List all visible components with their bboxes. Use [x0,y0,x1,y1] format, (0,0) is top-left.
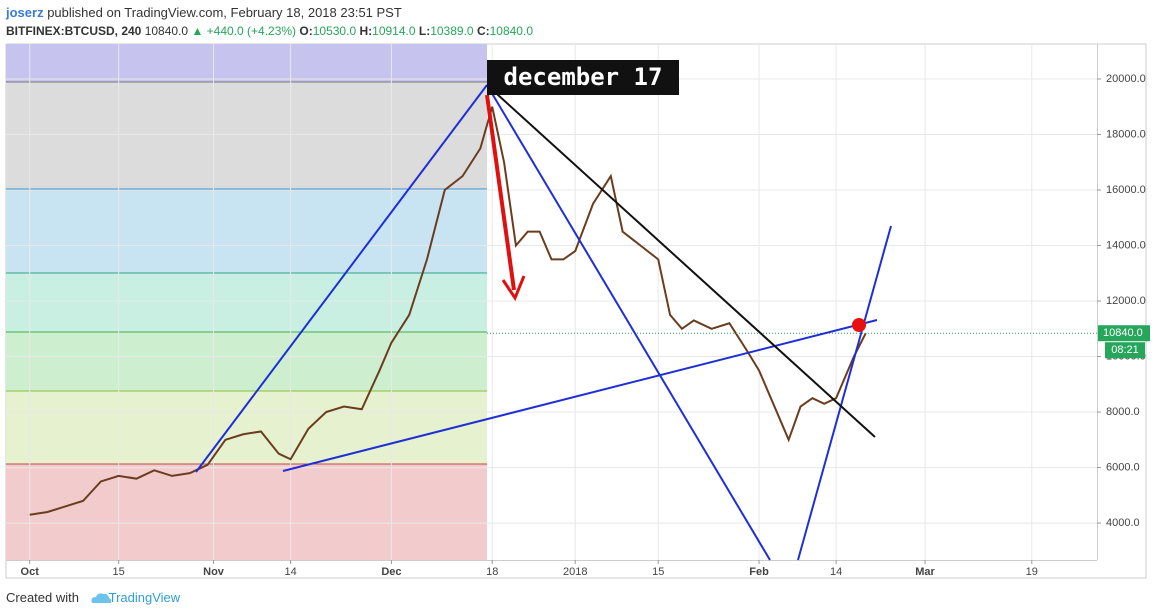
high-value: 10914.0 [372,24,416,38]
y-tick-label: 14000.0 [1106,239,1146,251]
trend-line [486,84,771,561]
annotation-box [487,60,679,95]
trend-line [486,84,876,438]
chart: december 17 4000.06000.08000.010000.0120… [5,43,1150,579]
open: O: [299,24,313,38]
arrow-head [501,275,526,302]
y-tick-label: 6000.0 [1106,461,1140,473]
drawings: december 17 [195,60,892,561]
open-value: 10530.0 [312,24,357,38]
fib-zone [6,273,487,332]
high: H: [359,24,373,38]
low-value: 10389.0 [430,24,474,38]
price-line [29,106,867,516]
trend-line [797,225,892,561]
y-tick-label: 18000.0 [1106,128,1146,140]
x-tick-label: Nov [203,566,225,578]
y-tick-label: 16000.0 [1106,184,1146,196]
price-label: 10840.0 [1103,327,1143,339]
grid [6,44,1097,560]
arrow [485,94,516,291]
published: published on TradingView.com, February 1… [47,5,402,20]
x-tick-label: Mar [915,566,935,578]
symbol-line: BITFINEX:BTCUSD, 240 10840.0 ▲ +440.0 (+… [6,22,533,41]
marker [852,318,866,332]
low: L: [418,24,431,38]
series [29,106,1097,516]
annotation: december 17 [504,63,663,91]
y-tick-label: 12000.0 [1106,295,1146,307]
symbol: BITFINEX:BTCUSD, 240 [6,24,142,38]
fib-zones [6,44,487,560]
y-tick-label: 4000.0 [1106,517,1140,529]
fib-zone [6,391,487,464]
user[interactable]: joserz [6,5,44,20]
axis-divider [6,560,1097,561]
last: 10840.0 [144,24,189,38]
footer: Created with TradingView [6,590,180,605]
axes: 4000.06000.08000.010000.012000.014000.01… [21,73,1150,578]
close-value: 10840.0 [489,24,533,38]
fib-zone [6,464,487,560]
header: joserz published on TradingView.com, Feb… [6,3,533,41]
fib-zone [6,44,487,82]
change: ▲ +440.0 (+4.23%) [191,24,297,38]
x-tick-label: 18 [486,566,498,578]
x-tick-label: 15 [652,566,664,578]
countdown: 08:21 [1111,344,1139,356]
fib-zone [6,82,487,189]
byline: joserz published on TradingView.com, Feb… [6,3,533,22]
y-tick-label: 8000.0 [1106,406,1140,418]
countdown-box [1105,342,1145,359]
logo [91,593,112,603]
x-tick-label: 14 [830,566,842,578]
created-with: Created with [6,590,79,605]
fib-zone [6,189,487,273]
x-tick-label: Feb [749,566,769,578]
trend-line [282,319,878,472]
y-tick-label: 20000.0 [1106,73,1146,85]
brand[interactable]: TradingView [108,590,181,605]
close: C: [476,24,490,38]
fib-zone [6,332,487,391]
x-tick-label: 2018 [563,566,587,578]
axis-divider [1097,44,1098,560]
x-tick-label: 14 [284,566,296,578]
price-box [1098,325,1150,342]
x-tick-label: 15 [113,566,125,578]
x-tick-label: Dec [381,566,401,578]
trend-line [195,84,488,473]
x-tick-label: Oct [21,566,40,578]
x-tick-label: 19 [1026,566,1038,578]
